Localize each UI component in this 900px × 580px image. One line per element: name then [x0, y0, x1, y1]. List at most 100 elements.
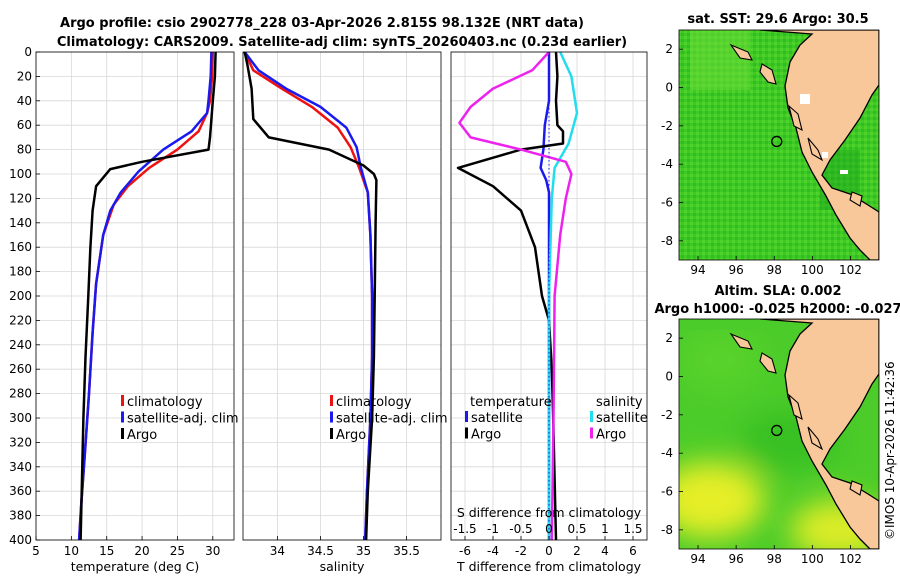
x-tick-label: 10 [64, 544, 79, 558]
y-tick-label: 0 [24, 45, 32, 59]
map-y-tick-label: 0 [665, 81, 673, 95]
s-diff-tick-label: -1 [487, 522, 499, 536]
legend-salinity-label: Argo [336, 428, 366, 443]
axes-frame [242, 51, 442, 541]
figure-title-line2: Climatology: CARS2009. Satellite-adj cli… [57, 35, 627, 50]
sla-island-simeulue [729, 332, 753, 350]
map-frame [678, 29, 880, 261]
y-tick-label: 280 [9, 387, 32, 401]
sla-island-siberut [788, 393, 803, 421]
x-tick-label: 15 [99, 544, 114, 558]
map-y-tick-label: -4 [661, 157, 673, 171]
map-y-tick-label: 2 [665, 42, 673, 56]
sla-map-title-line2: Argo h1000: -0.025 h2000: -0.027 [654, 302, 900, 317]
sla-map-title-line1: Altim. SLA: 0.002 [715, 284, 842, 299]
x-tick-label: -2 [515, 544, 527, 558]
x-axis-label: T difference from climatology [456, 559, 642, 574]
sst-island-nias [759, 63, 777, 85]
map-x-tick-label: 100 [801, 263, 824, 277]
legend-diff-salinity-swatch [590, 411, 593, 422]
salinity-panel: 34 34.5 35 35.5 salinity climatology satellite… [242, 51, 448, 574]
legend-temperature-swatch [121, 395, 124, 406]
series-group [243, 52, 378, 540]
s-diff-tick-label: 0 [545, 522, 553, 536]
map-x-tick-label: 98 [767, 263, 782, 277]
series-group [77, 52, 217, 540]
series-line-s-satellite [547, 52, 579, 540]
legend-diff-temperature-label: satellite [471, 411, 523, 426]
series-line-t-argo [456, 52, 565, 540]
legend-temperature-swatch [121, 411, 124, 423]
map-x-tick-label: 94 [690, 263, 705, 277]
y-tick-label: 200 [9, 289, 32, 303]
x-tick-label: 6 [629, 544, 637, 558]
s-diff-tick-label: 1.5 [623, 522, 642, 536]
sst-land-sumatra [759, 30, 879, 260]
x-tick-label: 30 [205, 544, 220, 558]
map-frame [678, 318, 880, 550]
y-tick-label: 300 [9, 411, 32, 425]
x-tick-label: 2 [573, 544, 581, 558]
sst-island-siberut [788, 104, 803, 132]
map-x-tick-label: 96 [729, 552, 744, 566]
sst-island-simeulue [729, 43, 753, 61]
series-line-argo [79, 52, 217, 540]
s-diff-tick-label: 1 [601, 522, 609, 536]
map-x-tick-label: 102 [839, 263, 862, 277]
legend-temperature-label: satellite-adj. clim [127, 412, 239, 427]
series-line-satellite-adj-clim [77, 52, 213, 540]
map-y-tick-label: 2 [665, 331, 673, 345]
x-tick-label: 5 [32, 544, 40, 558]
s-diff-tick-label: -1.5 [453, 522, 476, 536]
legend-salinity-swatch [330, 411, 333, 423]
map-x-tick-label: 100 [801, 552, 824, 566]
legend-salinity-swatch [330, 395, 333, 406]
imos-footer: ©IMOS 10-Apr-2026 11:42:36 [883, 361, 897, 540]
sla-high-blob-west [679, 462, 765, 538]
map-y-tick-label: -2 [661, 408, 673, 422]
legend-diff-salinity-label: satellite [596, 411, 648, 426]
series-group [456, 52, 579, 540]
y-tick-label: 160 [9, 240, 32, 254]
y-tick-label: 140 [9, 216, 32, 230]
legend-diff-temperature-swatch [465, 427, 468, 439]
legend-temperature-label: climatology [127, 395, 203, 410]
map-x-tick-label: 94 [690, 552, 705, 566]
series-line-satellite-adj-clim [243, 52, 374, 540]
y-tick-label: 20 [17, 69, 32, 83]
series-line-s-argo [458, 52, 573, 540]
y-tick-label: 120 [9, 191, 32, 205]
map-y-tick-label: 0 [665, 370, 673, 384]
s-difference-axis-label: S difference from climatology [457, 505, 642, 520]
x-tick-label: 0 [545, 544, 553, 558]
sst-argo-location-marker [771, 135, 783, 148]
legend-diff-temperature-label: Argo [471, 428, 501, 443]
legend-salinity-label: climatology [336, 395, 412, 410]
temperature-panel: 5 10 15 20 25 30 temperature (deg C) 0 20 40 60 80 1… [9, 45, 239, 574]
y-tick-label: 400 [9, 533, 32, 547]
map-x-tick-label: 98 [767, 552, 782, 566]
y-tick-label: 260 [9, 362, 32, 376]
x-tick-label: 35.5 [393, 544, 420, 558]
s-diff-tick-label: -0.5 [509, 522, 532, 536]
x-tick-label: 34.5 [307, 544, 334, 558]
difference-panel: -6 -4 -2 0 2 4 6T difference from climatology t… [450, 51, 648, 574]
map-y-tick-label: -2 [661, 119, 673, 133]
map-y-tick-label: -4 [661, 446, 673, 460]
x-tick-label: 25 [170, 544, 185, 558]
map-y-tick-label: -6 [661, 196, 673, 210]
y-tick-label: 100 [9, 167, 32, 181]
x-axis-label: salinity [320, 559, 365, 574]
sla-mid-blob [680, 330, 760, 390]
legend-diff-temperature-swatch [465, 411, 468, 422]
legend-salinity-title: salinity [596, 395, 643, 410]
y-tick-label: 320 [9, 435, 32, 449]
y-tick-label: 240 [9, 338, 32, 352]
sst-warm-patch [690, 30, 750, 90]
map-y-tick-label: -8 [661, 523, 673, 537]
sla-island-enggano [849, 480, 863, 496]
map-x-tick-label: 96 [729, 263, 744, 277]
sla-map [679, 319, 879, 549]
y-tick-label: 220 [9, 313, 32, 327]
